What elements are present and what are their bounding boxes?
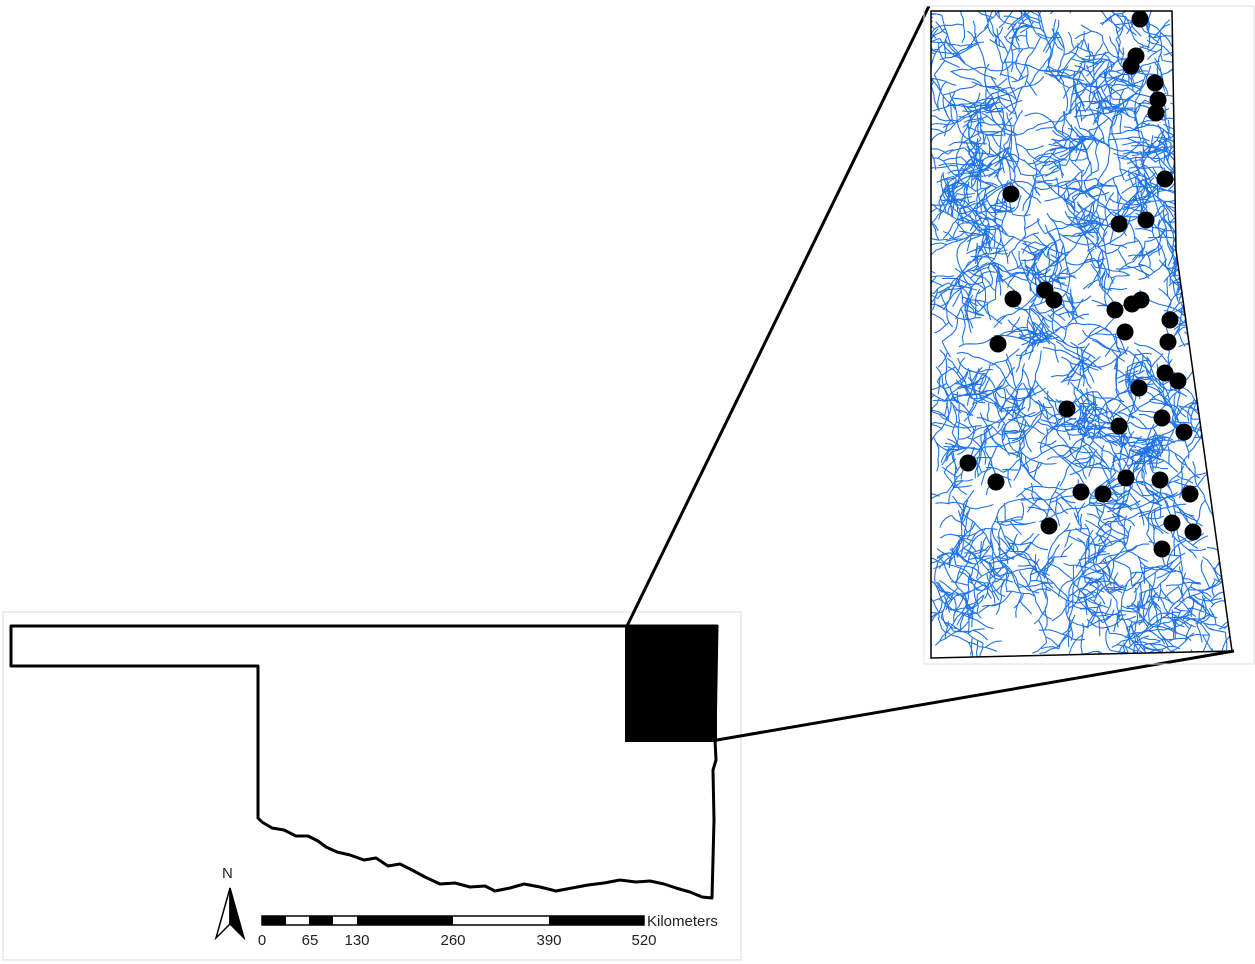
site-point — [989, 335, 1007, 353]
site-point — [1149, 91, 1167, 109]
site-point — [1169, 372, 1187, 390]
scale-tick-390: 390 — [536, 932, 561, 949]
connector-line-top — [625, 5, 931, 627]
site-point — [1153, 409, 1171, 427]
inset-boundary — [930, 10, 1233, 659]
site-point — [1058, 400, 1076, 418]
site-point — [1130, 379, 1148, 397]
streams-path — [931, 11, 1232, 658]
inset-frame — [923, 5, 1255, 665]
site-point — [1045, 291, 1063, 309]
site-point — [1110, 215, 1128, 233]
north-arrow-label: N — [222, 865, 233, 882]
site-point — [1163, 514, 1181, 532]
site-point — [1072, 483, 1090, 501]
scale-tick-0: 0 — [258, 932, 266, 949]
connector-line-bottom — [716, 649, 1235, 742]
site-point — [1156, 364, 1174, 382]
state-map-frame — [2, 611, 742, 961]
site-point — [1175, 423, 1193, 441]
scale-tick-520: 520 — [631, 932, 656, 949]
scale-unit-label: Kilometers — [647, 913, 718, 930]
site-point — [1159, 333, 1177, 351]
stream-network — [931, 11, 1232, 658]
site-point — [1106, 301, 1124, 319]
north-arrow: N — [214, 865, 246, 941]
site-point — [1002, 185, 1020, 203]
scale-bar: Kilometers 0 65 130 260 390 520 — [258, 913, 718, 949]
scale-tick-130: 130 — [344, 932, 369, 949]
site-point — [1116, 323, 1134, 341]
site-points — [959, 10, 1202, 558]
site-point — [1132, 291, 1150, 309]
north-arrow-right-half — [229, 887, 246, 941]
site-point — [1004, 290, 1022, 308]
north-arrow-left-half — [214, 887, 231, 941]
site-point — [1181, 485, 1199, 503]
site-point — [1122, 57, 1140, 75]
site-point — [1137, 211, 1155, 229]
site-point — [1094, 485, 1112, 503]
site-point — [1131, 10, 1149, 28]
site-point — [1040, 517, 1058, 535]
study-area-block — [625, 626, 717, 742]
site-point — [1161, 311, 1179, 329]
site-point — [1151, 471, 1169, 489]
oklahoma-outline — [9, 624, 719, 900]
site-point — [1156, 170, 1174, 188]
site-point — [1146, 74, 1164, 92]
scale-tick-260: 260 — [440, 932, 465, 949]
site-point — [1110, 417, 1128, 435]
site-point — [1153, 540, 1171, 558]
scale-tick-65: 65 — [302, 932, 319, 949]
site-point — [1184, 523, 1202, 541]
site-point — [1117, 469, 1135, 487]
site-point — [987, 473, 1005, 491]
site-point — [959, 454, 977, 472]
site-point — [1147, 104, 1165, 122]
